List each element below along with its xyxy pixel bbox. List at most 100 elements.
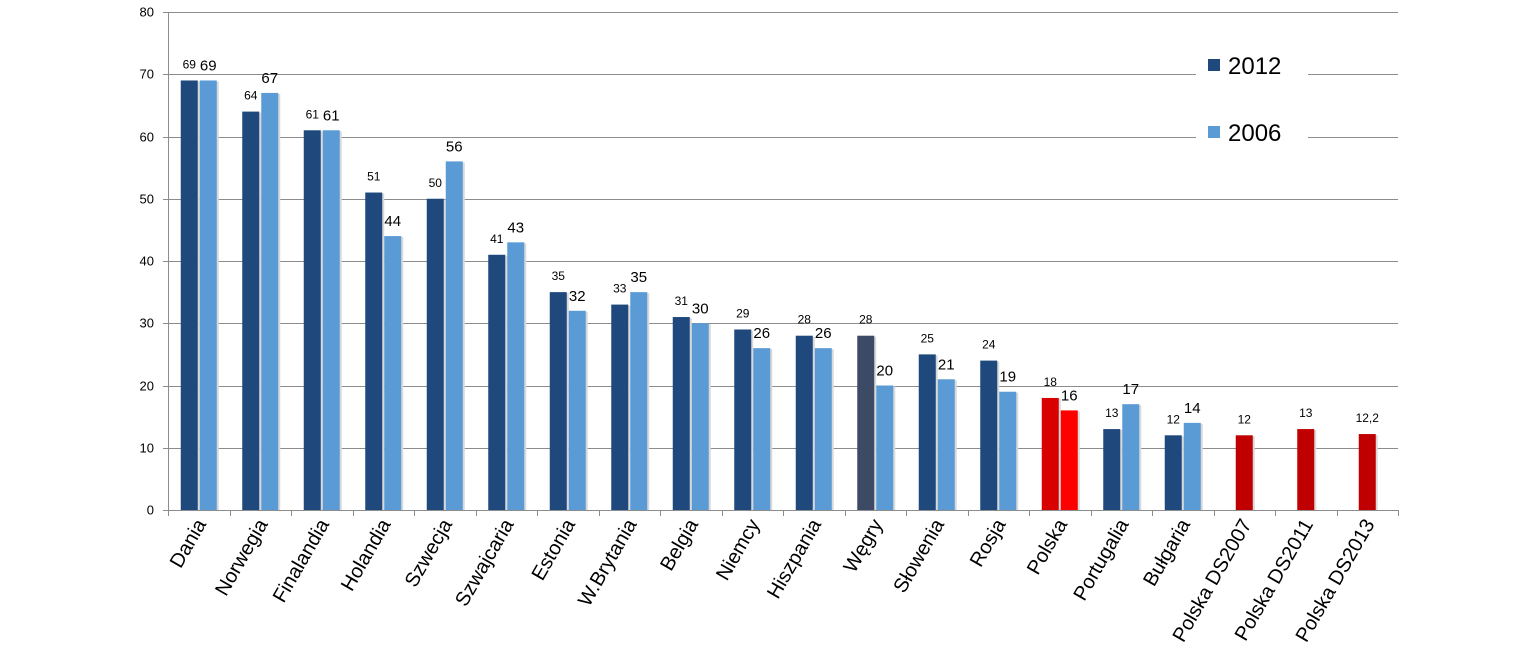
data-label-2012-15: 13 <box>1105 406 1119 420</box>
data-label-2012-3: 51 <box>367 170 381 184</box>
bar-2012-15 <box>1103 429 1121 510</box>
bar-2012-2 <box>303 130 321 510</box>
data-label-2012-9: 29 <box>736 306 750 320</box>
y-tick-label: 70 <box>140 67 154 82</box>
bar-2006-12 <box>937 379 955 510</box>
legend-swatch-2012 <box>1208 59 1220 71</box>
data-label-2006-6: 32 <box>569 288 586 305</box>
data-label-2012-18: 13 <box>1299 406 1313 420</box>
bar-2006-9 <box>753 348 771 510</box>
x-category-label: Bułgaria <box>1139 515 1195 590</box>
bar-2006-10 <box>814 348 832 510</box>
x-category-label: Szwecja <box>401 515 458 591</box>
bar-2006-16 <box>1183 422 1201 510</box>
bar-2006-3 <box>384 236 402 510</box>
bar-2006-2 <box>322 130 340 510</box>
x-category-label: Portugalia <box>1069 515 1134 605</box>
y-tick-label: 10 <box>140 441 154 456</box>
data-label-2006-9: 26 <box>753 325 770 342</box>
data-label-2006-0: 69 <box>200 57 217 74</box>
bar-2006-11 <box>876 385 894 510</box>
bar-2012-3 <box>365 192 383 510</box>
data-label-2012-4: 50 <box>429 176 443 190</box>
legend-label-2006: 2006 <box>1228 120 1281 147</box>
bar-2006-1 <box>261 92 279 511</box>
data-label-2012-8: 31 <box>675 294 689 308</box>
bars <box>180 80 1378 511</box>
y-tick-label: 40 <box>140 254 154 269</box>
bar-2012-14 <box>1041 397 1059 510</box>
data-label-2006-8: 30 <box>692 300 709 317</box>
bar-2006-13 <box>999 391 1017 510</box>
bar-2006-6 <box>568 310 586 510</box>
bar-2006-15 <box>1122 404 1140 510</box>
x-category-label: Rosja <box>966 515 1011 571</box>
bar-2012-18 <box>1297 429 1315 510</box>
data-label-2006-14: 16 <box>1061 387 1078 404</box>
x-category-label: Holandia <box>337 515 396 595</box>
data-label-2012-5: 41 <box>490 232 504 246</box>
data-label-2006-4: 56 <box>446 138 463 155</box>
x-category-label: Hiszpania <box>763 515 826 603</box>
data-label-2012-12: 25 <box>921 331 935 345</box>
data-label-2006-15: 17 <box>1122 381 1139 398</box>
y-tick-label: 50 <box>140 192 154 207</box>
data-label-2006-12: 21 <box>938 356 955 373</box>
y-tick-label: 0 <box>147 503 154 518</box>
y-tick-label: 20 <box>140 379 154 394</box>
bar-2012-0 <box>180 80 198 510</box>
y-axis: 0 10 20 30 40 50 60 70 80 <box>140 5 169 518</box>
bar-2006-14 <box>1060 410 1078 510</box>
bar-2012-6 <box>549 292 567 510</box>
x-category-label: Szwajcaria <box>451 515 519 611</box>
x-category-label: Słowenia <box>889 515 949 597</box>
legend-swatch-2006 <box>1208 126 1220 138</box>
data-label-2012-0: 69 <box>183 57 197 71</box>
data-label-2012-1: 64 <box>244 89 258 103</box>
x-category-label: Finalandia <box>269 515 335 607</box>
x-category-label: Dania <box>166 515 212 572</box>
data-label-2012-11: 28 <box>859 313 873 327</box>
y-tick-label: 30 <box>140 316 154 331</box>
bar-2012-17 <box>1235 435 1253 510</box>
bar-2006-5 <box>507 242 525 510</box>
bar-2012-19 <box>1358 434 1376 510</box>
x-category-label: Belgia <box>656 515 703 575</box>
bar-2012-11 <box>857 335 875 510</box>
data-label-2006-5: 43 <box>507 219 524 236</box>
data-label-2012-19: 12,2 <box>1356 411 1380 425</box>
bar-2006-7 <box>630 292 648 510</box>
legend: 2012 2006 <box>1196 40 1308 160</box>
bar-2006-8 <box>691 323 709 510</box>
x-category-label: Norwegia <box>211 515 273 600</box>
data-label-2006-13: 19 <box>999 369 1016 386</box>
data-label-2012-13: 24 <box>982 338 996 352</box>
data-label-2006-10: 26 <box>815 325 832 342</box>
bar-2012-16 <box>1164 435 1182 510</box>
bar-2012-1 <box>242 111 260 510</box>
x-category-label: W.Brytania <box>574 515 642 611</box>
bar-2012-5 <box>488 254 506 510</box>
data-label-2012-2: 61 <box>306 107 320 121</box>
data-label-2012-16: 12 <box>1167 412 1181 426</box>
bar-2012-12 <box>918 354 936 510</box>
data-label-2006-7: 35 <box>630 269 647 286</box>
data-label-2006-11: 20 <box>876 363 893 380</box>
bar-2012-10 <box>795 335 813 510</box>
y-tick-label: 60 <box>140 130 154 145</box>
bar-2006-0 <box>199 80 217 510</box>
y-tick-label: 80 <box>140 5 154 20</box>
bar-2012-9 <box>734 329 752 510</box>
bar-2012-7 <box>611 304 629 510</box>
x-category-label: Niemcy <box>712 516 764 585</box>
data-label-2012-17: 12 <box>1238 412 1252 426</box>
data-label-2012-10: 28 <box>798 313 812 327</box>
x-category-label: Węgry <box>840 516 888 577</box>
data-label-2012-6: 35 <box>552 269 566 283</box>
data-label-2006-2: 61 <box>323 107 340 124</box>
data-label-2006-16: 14 <box>1184 400 1201 417</box>
